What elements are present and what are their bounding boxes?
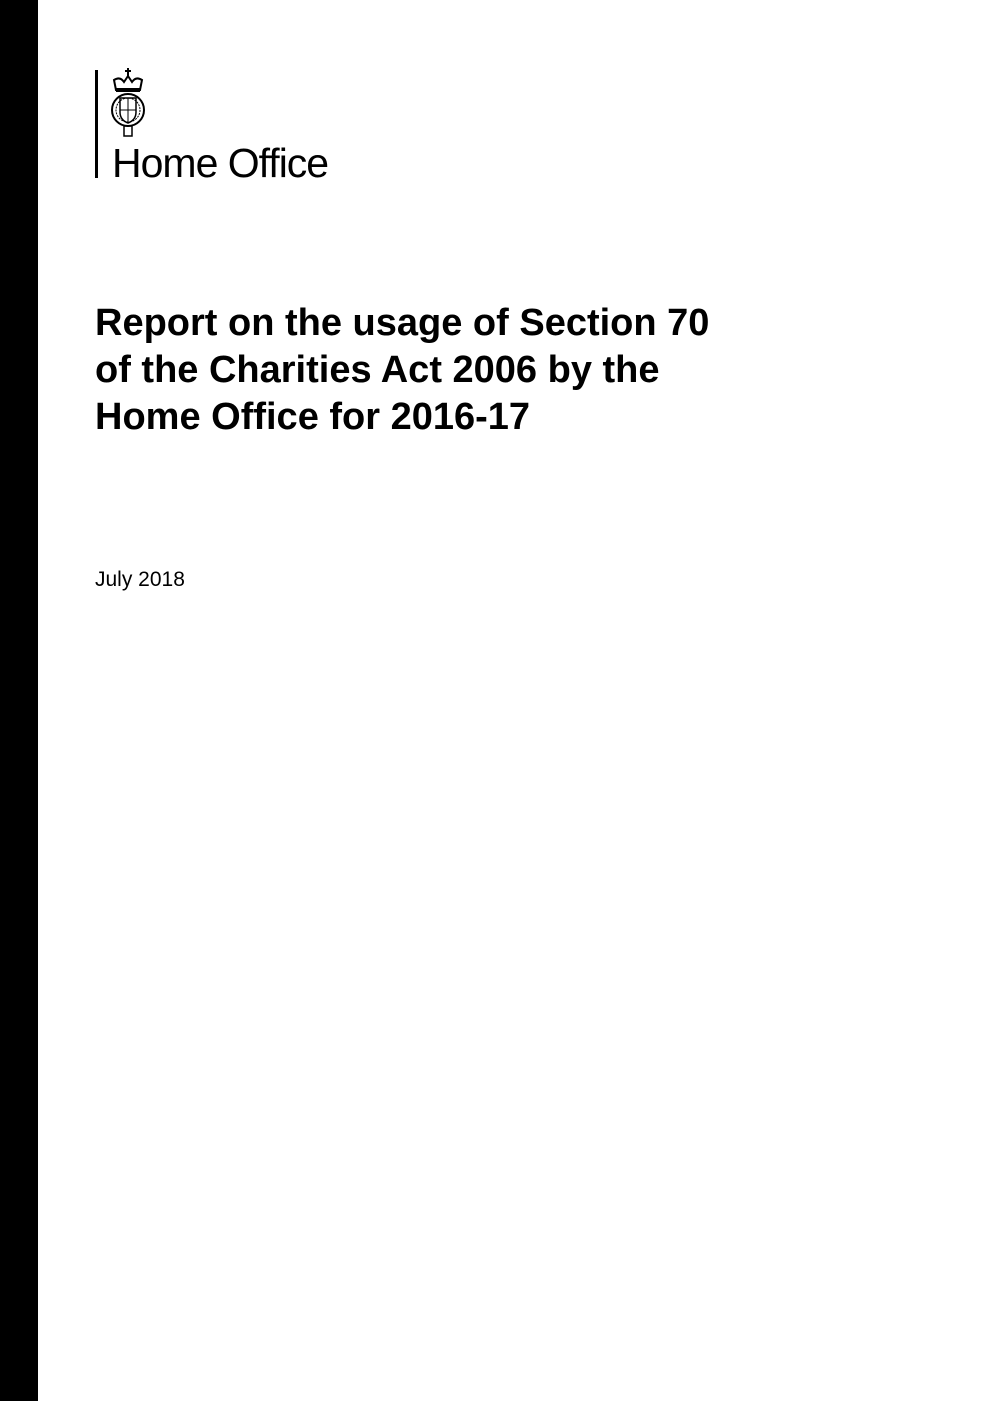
royal-crest-icon [111, 68, 145, 137]
logo-text: Home Office [112, 140, 329, 186]
report-title: Report on the usage of Section 70 of the… [95, 300, 895, 441]
publication-date: July 2018 [95, 568, 185, 591]
title-line: of the Charities Act 2006 by the [95, 349, 660, 391]
title-line: Report on the usage of Section 70 [95, 302, 710, 344]
page-edge-bar [0, 0, 38, 1401]
title-line: Home Office for 2016-17 [95, 396, 531, 438]
logo-divider [95, 70, 98, 178]
